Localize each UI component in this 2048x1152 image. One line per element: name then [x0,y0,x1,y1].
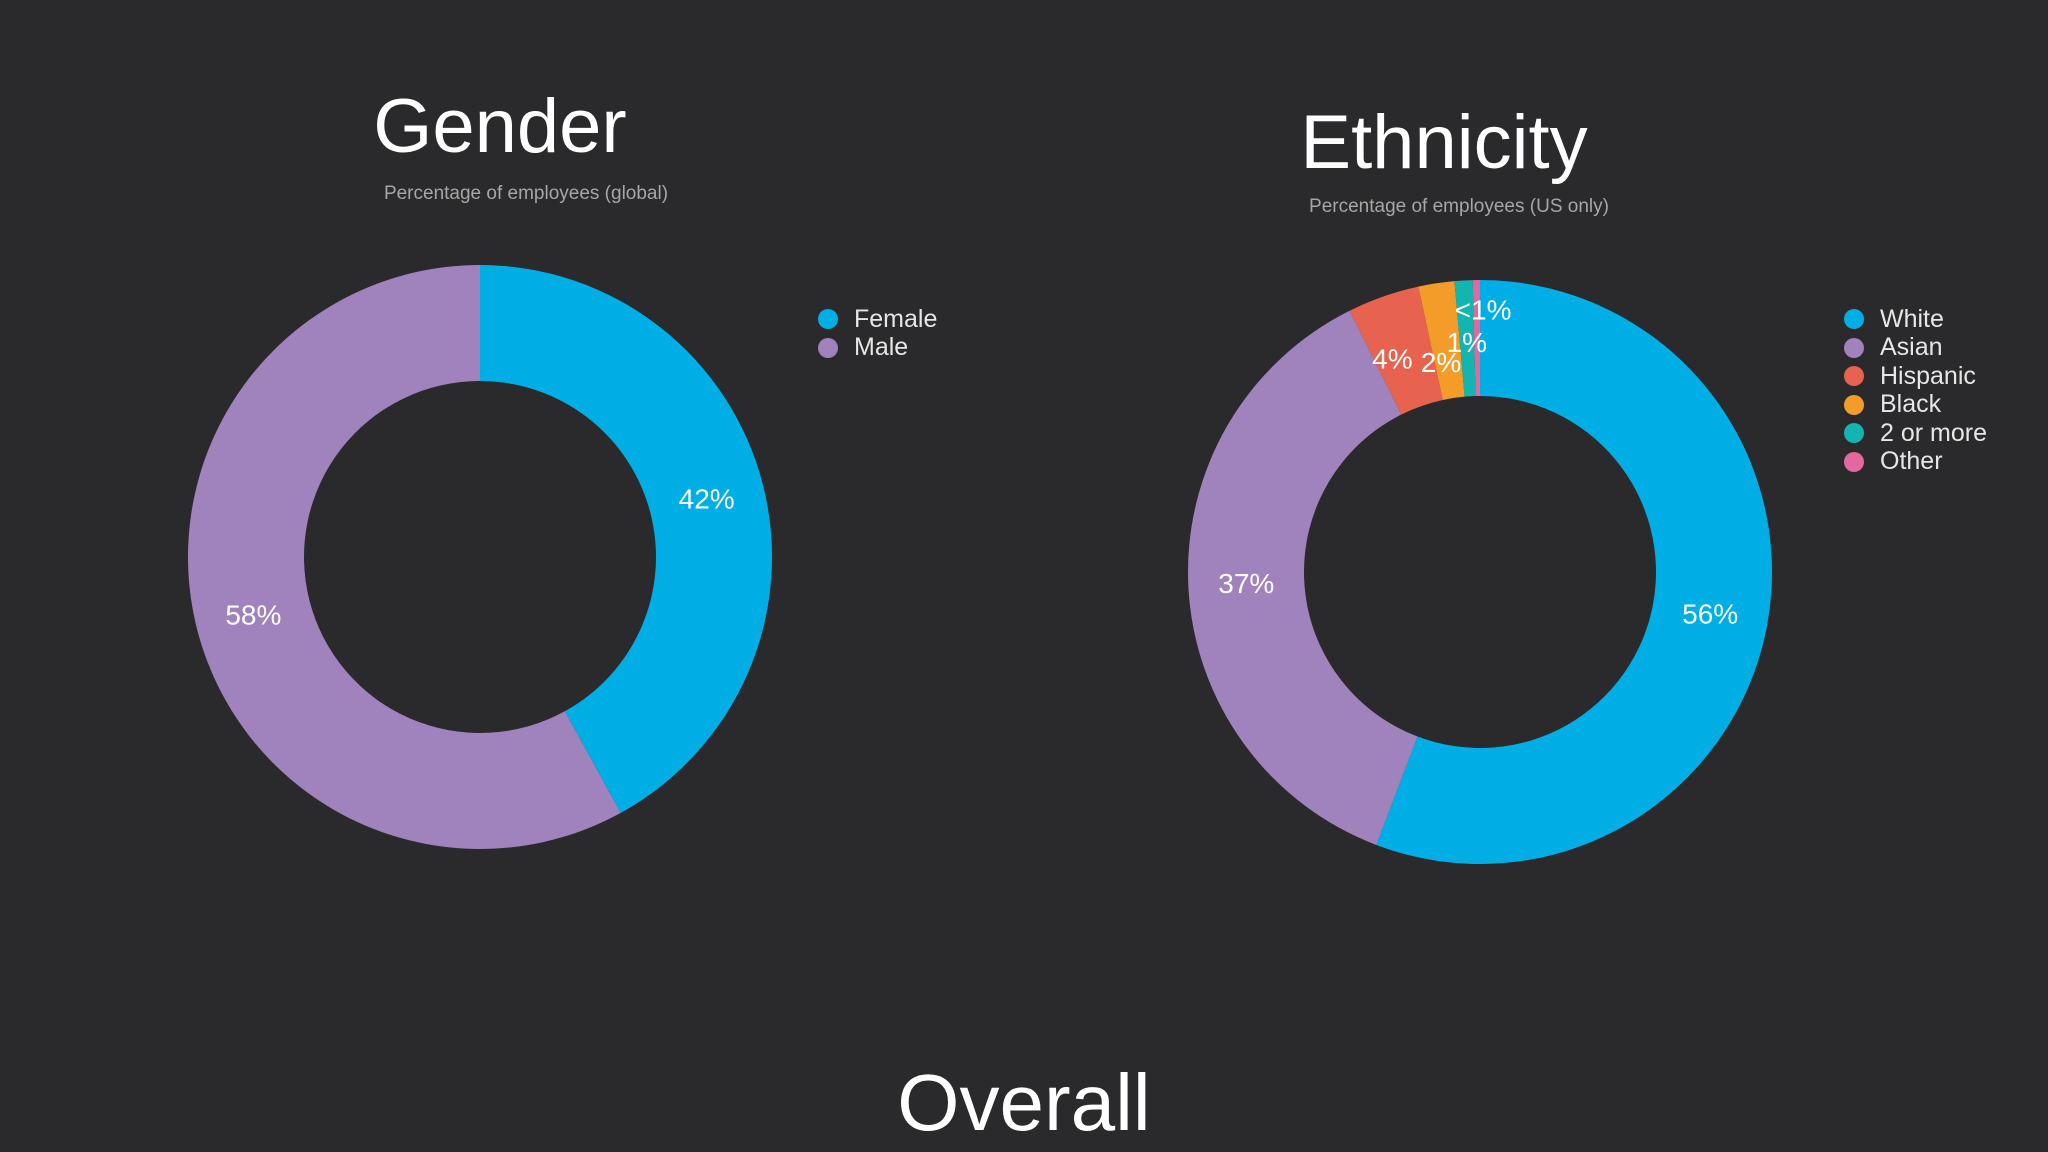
ethnicity-data-label-asian: 37% [1218,568,1274,599]
legend-label: Hispanic [1880,361,1976,390]
legend-label: White [1880,304,1944,333]
legend-label: Asian [1880,333,1943,362]
legend-label: Black [1880,390,1942,419]
legend-swatch-icon [1844,394,1864,415]
ethnicity-legend-item-hispanic[interactable]: Hispanic [1844,362,1987,391]
ethnicity-slice-asian [1188,310,1418,845]
ethnicity-legend-item-other[interactable]: Other [1844,447,1987,477]
legend-label: 2 or more [1880,418,1987,447]
legend-swatch-icon [1844,309,1864,330]
legend-swatch-icon [1844,366,1864,387]
gender-legend-item-male[interactable]: Male [818,333,937,363]
legend-swatch-icon [1844,451,1864,472]
ethnicity-legend-item-black[interactable]: Black [1844,390,1987,420]
ethnicity-legend-item-2-or-more[interactable]: 2 or more [1844,419,1987,448]
gender-donut-chart: 42% 58% [187,265,772,849]
legend-swatch-icon [1844,423,1864,444]
gender-legend-item-female[interactable]: Female [818,305,937,334]
ethnicity-slice-other [1472,280,1480,397]
ethnicity-slice-hispanic [1349,286,1443,415]
ethnicity-data-label-black: 2% [1421,347,1461,378]
gender-slice-female [480,265,772,813]
ethnicity-data-label-white: 56% [1682,599,1738,630]
ethnicity-slice-2-or-more [1454,280,1476,397]
legend-label: Female [854,304,938,333]
legend-label: Other [1880,447,1943,476]
gender-data-label-male: 58% [225,600,281,631]
ethnicity-slice-black [1418,281,1465,400]
legend-swatch-icon [1844,337,1864,358]
legend-label: Male [854,333,909,362]
gender-legend: Female Male [818,305,937,362]
ethnicity-chart-subtitle: Percentage of employees (US only) [1309,196,1609,217]
gender-chart-title: Gender [373,84,627,169]
ethnicity-chart-title: Ethnicity [1300,100,1588,185]
ethnicity-slice-white [1376,280,1773,865]
ethnicity-data-label-2-or-more: 1% [1447,327,1487,358]
overall-section-heading: Overall [897,1058,1151,1147]
legend-swatch-icon [818,309,838,330]
ethnicity-legend-item-asian[interactable]: Asian [1844,333,1987,363]
ethnicity-data-label-other: <1% [1455,295,1512,326]
legend-swatch-icon [818,337,838,358]
ethnicity-donut-chart: 56% 37% 4% 2%1%<1% [1188,280,1773,865]
ethnicity-legend-item-white[interactable]: White [1844,305,1987,334]
ethnicity-data-label-hispanic: 4% [1372,344,1412,375]
gender-data-label-female: 42% [679,483,735,514]
ethnicity-legend: White Asian Hispanic Black 2 or more Other [1844,305,1987,476]
gender-slice-male [187,265,621,849]
gender-chart-subtitle: Percentage of employees (global) [383,183,669,204]
